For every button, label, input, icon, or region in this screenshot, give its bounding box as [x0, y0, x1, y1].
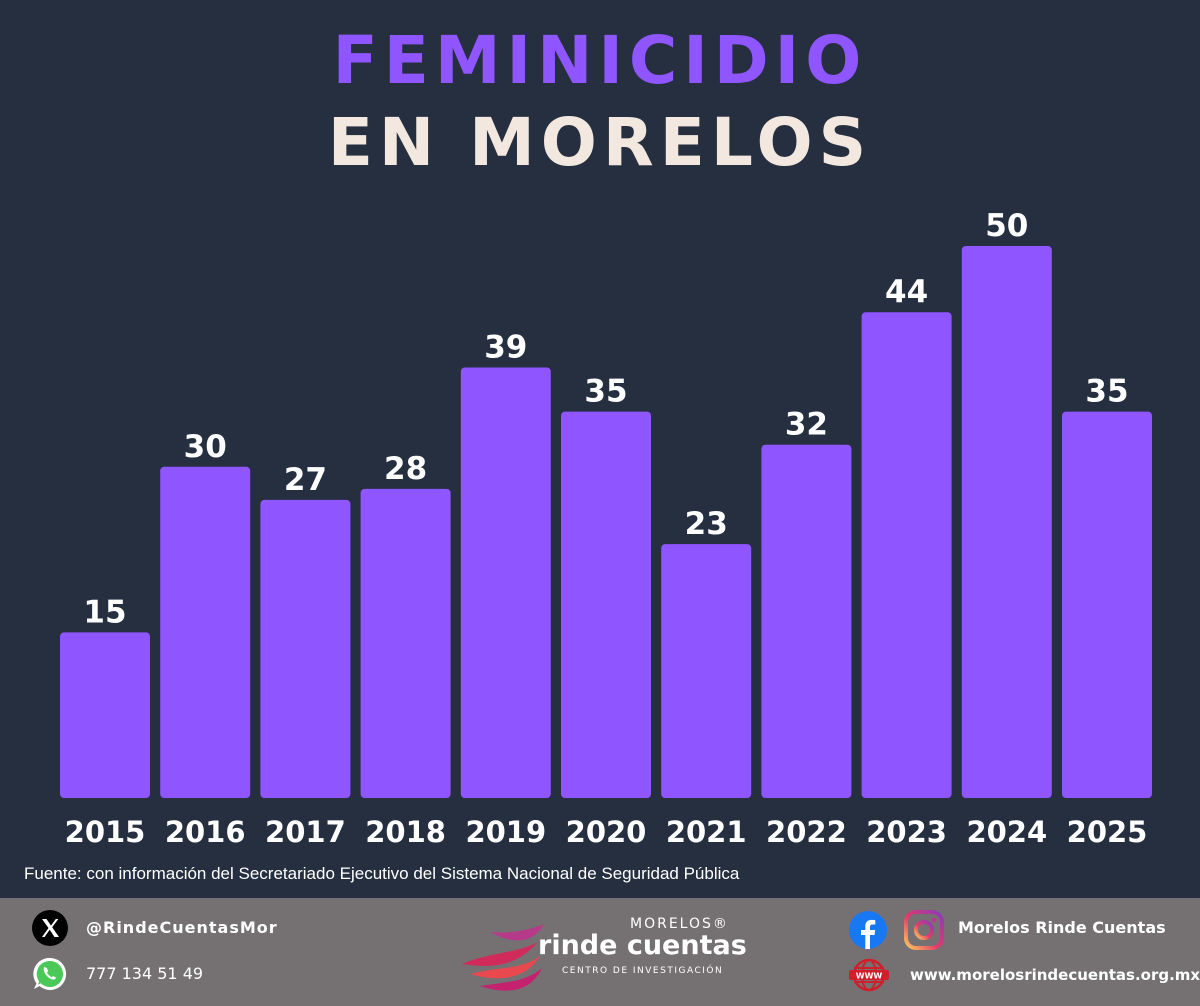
bar-2016 [160, 466, 251, 798]
category-label-2021: 2021 [666, 815, 747, 849]
chart-title-line2: EN MORELOS [327, 104, 873, 181]
source-note: Fuente: con información del Secretariado… [24, 864, 740, 883]
value-label-2018: 28 [384, 451, 427, 487]
value-label-2021: 23 [685, 506, 728, 542]
bar-2024 [961, 246, 1052, 798]
whatsapp-icon[interactable] [30, 954, 70, 994]
category-label-2017: 2017 [265, 815, 346, 849]
bar-2018 [360, 488, 451, 798]
category-label-2022: 2022 [766, 815, 847, 849]
whatsapp-number[interactable]: 777 134 51 49 [86, 964, 204, 983]
logo-feather-icon [462, 924, 544, 991]
x-logo-icon[interactable] [32, 910, 68, 946]
www-globe-icon[interactable]: WWW [848, 958, 890, 992]
category-label-2024: 2024 [966, 815, 1047, 849]
category-label-2018: 2018 [365, 815, 446, 849]
bar-2021 [661, 544, 752, 798]
footer-bar [0, 898, 1200, 1006]
value-label-2020: 35 [584, 374, 627, 410]
value-label-2024: 50 [985, 208, 1028, 244]
value-label-2015: 15 [83, 594, 126, 630]
website-link[interactable]: www.morelosrindecuentas.org.mx [910, 966, 1200, 984]
category-label-2019: 2019 [465, 815, 546, 849]
bar-2020 [561, 411, 651, 798]
category-label-2015: 2015 [65, 815, 146, 849]
bar-2025 [1062, 411, 1152, 798]
category-label-2020: 2020 [566, 815, 647, 849]
value-label-2017: 27 [284, 462, 327, 498]
svg-text:WWW: WWW [856, 972, 883, 981]
bar-2022 [761, 444, 852, 798]
twitter-handle[interactable]: @RindeCuentasMor [86, 918, 278, 937]
bar-2015 [60, 632, 150, 798]
facebook-icon[interactable] [848, 910, 888, 950]
chart-title-line1: FEMINICIDIO [332, 22, 868, 99]
instagram-icon[interactable] [903, 909, 945, 951]
value-label-2019: 39 [484, 329, 527, 365]
bar-chart: 15 2015 30 2016 27 2017 28 2018 39 2019 35 2020 23 20… [60, 208, 1152, 849]
value-label-2025: 35 [1085, 374, 1128, 410]
logo-main-text: rinde cuentas [538, 930, 747, 961]
logo-sub-text: CENTRO DE INVESTIGACIÓN [562, 966, 724, 976]
logo-top-text: MORELOS® [630, 916, 729, 932]
category-label-2016: 2016 [165, 815, 246, 849]
value-label-2023: 44 [885, 274, 928, 310]
value-label-2016: 30 [184, 429, 227, 465]
morelos-rinde-cuentas-logo: MORELOS® rinde cuentas CENTRO DE INVESTI… [460, 912, 750, 1000]
category-label-2025: 2025 [1067, 815, 1148, 849]
category-label-2023: 2023 [866, 815, 947, 849]
bar-2019 [460, 367, 551, 798]
bar-2017 [260, 499, 351, 798]
social-name[interactable]: Morelos Rinde Cuentas [958, 918, 1166, 937]
value-label-2022: 32 [785, 407, 828, 443]
bar-2023 [861, 312, 952, 798]
